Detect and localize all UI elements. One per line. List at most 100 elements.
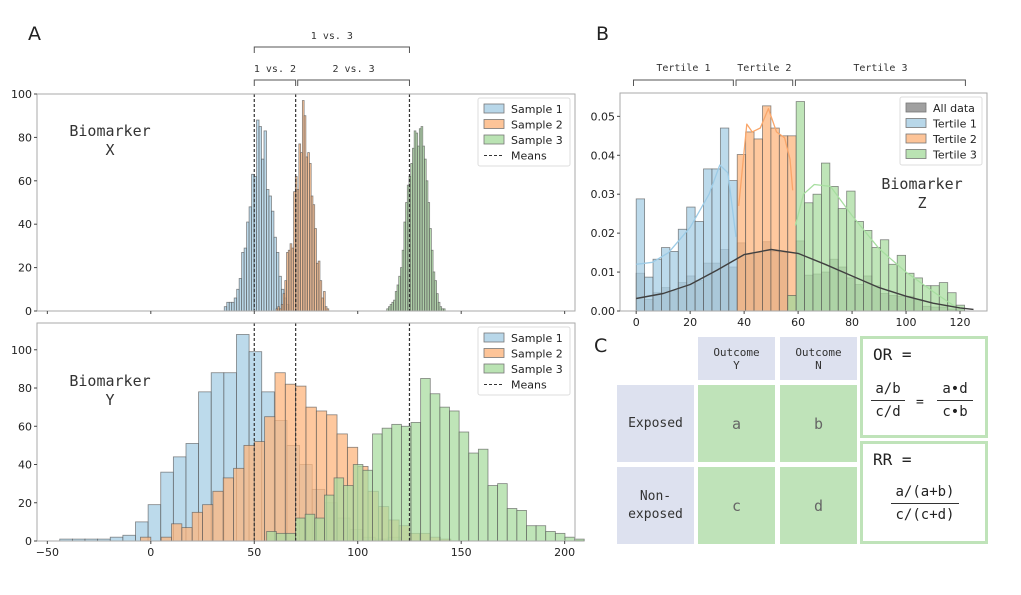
relative-risk-formula: RR = a/(a+b) c/(c+d): [860, 441, 988, 544]
row-header-line: Exposed: [628, 415, 683, 431]
bracket-label: Tertile 1: [656, 63, 710, 74]
rr-numerator: a/(a+b): [891, 484, 959, 504]
panel-letter-a: A: [28, 23, 41, 45]
bar: [896, 254, 907, 312]
kde-line-all-data: [636, 248, 974, 311]
biomarker-label: Biomarker: [69, 372, 150, 390]
bar: [314, 517, 325, 542]
col-header-line: Y: [733, 358, 740, 372]
bracket-label: Tertile 2: [737, 63, 791, 74]
legend-swatch: [483, 134, 505, 145]
bar: [677, 228, 688, 312]
bar: [888, 263, 898, 312]
plot-frame: [36, 93, 576, 312]
y-tick-label: 0.04: [591, 149, 616, 162]
legend: Sample 1 Sample 2 Sample 3 Means: [477, 326, 571, 396]
biomarker-label: Biomarker: [881, 175, 962, 193]
legend-label: Means: [511, 150, 547, 163]
legend-box: [477, 97, 571, 167]
bar: [694, 221, 704, 312]
x-tick-label: 200: [554, 546, 575, 559]
bar: [391, 423, 402, 542]
legend-swatch: [483, 363, 505, 374]
panel-letter-b: B: [596, 23, 609, 45]
x-tick-label: 60: [791, 316, 805, 329]
or-right-denominator: c•b: [942, 404, 968, 420]
y-tick-label: 40: [18, 459, 32, 472]
bar: [535, 525, 547, 542]
cell-a: a: [698, 385, 775, 462]
bar: [362, 469, 373, 542]
bar: [871, 247, 881, 312]
chart-biomarker-z: 0.00 0.01 0.02 0.03 0.04 0.05 0 20 40 60 80 100 120 B…: [591, 92, 988, 329]
y-tick-label: 60: [18, 420, 32, 433]
y-tick-label: 80: [18, 131, 32, 144]
bar: [304, 513, 316, 542]
bar: [468, 452, 479, 542]
bar: [635, 198, 646, 312]
bar: [686, 206, 696, 312]
bar: [669, 251, 679, 312]
bar: [770, 127, 780, 312]
bar: [253, 441, 266, 542]
bar: [449, 410, 460, 542]
y-tick-label: 60: [18, 175, 32, 188]
biomarker-letter: X: [105, 141, 114, 159]
or-left-denominator: c/d: [875, 404, 901, 420]
panel-letter-c: C: [594, 335, 607, 357]
bar: [266, 531, 277, 542]
bracket: [253, 46, 410, 53]
bar: [564, 536, 575, 542]
rr-title: RR =: [873, 450, 912, 469]
bar: [812, 193, 822, 312]
kde-line-tertile-3: [794, 183, 955, 307]
bar: [122, 534, 136, 542]
bar: [429, 393, 441, 542]
y-tick-label: 0.00: [591, 305, 616, 318]
bar: [497, 483, 508, 542]
or-title: OR =: [873, 345, 912, 364]
bar: [854, 221, 864, 312]
legend-swatch: [905, 102, 927, 113]
legend-label: Tertile 1: [932, 118, 977, 131]
bar: [762, 105, 772, 312]
bar: [181, 527, 193, 542]
kde-line-tertile-1: [636, 164, 737, 265]
bar: [787, 135, 797, 312]
y-tick-label: 100: [11, 344, 32, 357]
y-tick-label: 20: [18, 262, 32, 275]
bar: [837, 208, 848, 312]
bracket-label: Tertile 3: [853, 63, 907, 74]
x-tick-label: 100: [896, 316, 917, 329]
legend-label: Sample 1: [511, 103, 563, 116]
bar: [863, 230, 873, 312]
or-left-numerator: a/b: [871, 381, 905, 401]
y-tick-label: 0.01: [591, 266, 616, 279]
bar: [285, 532, 296, 542]
bar: [545, 531, 556, 542]
bar: [458, 431, 470, 542]
legend: All data Tertile 1 Tertile 2 Tertile 3: [899, 96, 983, 166]
bar: [439, 406, 450, 542]
bar: [829, 186, 839, 312]
cell-b: b: [780, 385, 857, 462]
rr-denominator: c/(c+d): [895, 507, 955, 523]
bar: [233, 467, 245, 542]
legend-label: Tertile 2: [932, 133, 977, 146]
bar: [160, 536, 172, 542]
bar: [506, 508, 518, 542]
cell-d: d: [780, 467, 857, 544]
legend-label: Sample 2: [511, 348, 563, 361]
y-tick-label: 100: [11, 88, 32, 101]
bar: [324, 494, 335, 542]
row-header-exposed: Exposed: [617, 385, 694, 462]
y-tick-label: 20: [18, 497, 32, 510]
series-sample-1: [223, 119, 290, 312]
legend-label: Tertile 3: [932, 149, 977, 162]
bar: [787, 295, 797, 312]
bracket: [297, 79, 410, 86]
bar: [753, 138, 763, 312]
col-header-line: Outcome: [795, 345, 842, 359]
